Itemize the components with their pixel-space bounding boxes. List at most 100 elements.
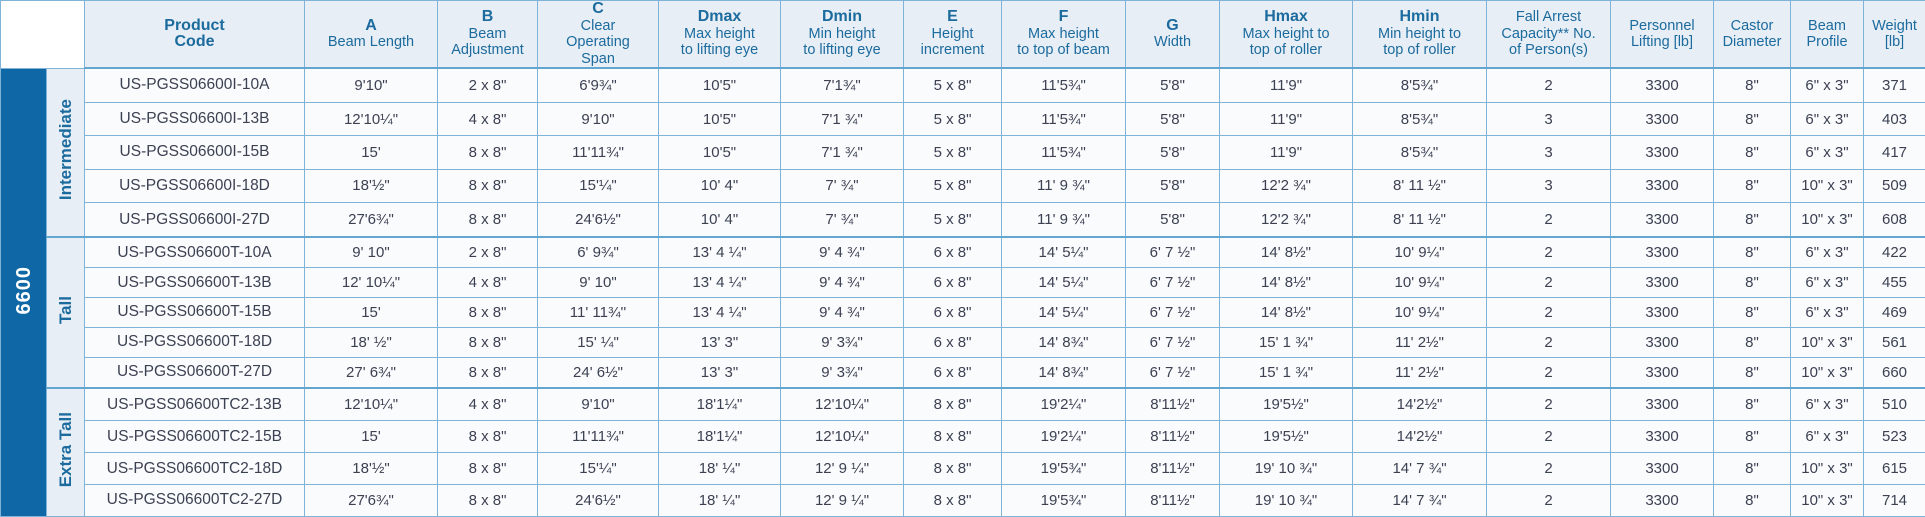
column-description: Beam Profile <box>1806 17 1848 51</box>
cell-value: 2 x 8" <box>437 67 538 103</box>
cell-product-code: US-PGSS06600I-15B <box>84 135 305 170</box>
cell-value: 2 <box>1486 236 1611 269</box>
cell-product-code: US-PGSS06600T-10A <box>84 236 305 269</box>
cell-value: 9' 4 ¾" <box>780 267 904 299</box>
column-symbol: C <box>592 0 604 17</box>
cell-value: 8'5¾" <box>1352 101 1487 137</box>
cell-value: 13' 3" <box>658 326 781 358</box>
cell-value: 15' <box>304 420 438 454</box>
table-row: US-PGSS06600I-15B 15' 8 x 8" 11'11¾" 10'5" 7'… <box>1 135 1925 170</box>
cell-value: 14' 8½" <box>1219 236 1353 269</box>
column-description: Personnel Lifting [lb] <box>1629 17 1695 51</box>
cell-value: 7'1 ¾" <box>780 101 904 137</box>
cell-value: 6 x 8" <box>903 267 1002 299</box>
cell-value: 5 x 8" <box>903 168 1002 204</box>
cell-value: 18'½" <box>304 452 438 485</box>
cell-value: 5 x 8" <box>903 67 1002 103</box>
cell-value: 10" x 3" <box>1790 168 1864 204</box>
cell-value: 3300 <box>1610 202 1714 238</box>
column-symbol: Hmin <box>1399 8 1440 26</box>
cell-value: 8" <box>1713 135 1791 170</box>
cell-value: 12'2 ¾" <box>1219 202 1353 238</box>
cell-value: 14'2½" <box>1352 420 1487 454</box>
cell-value: 13' 4 ¼" <box>658 297 781 328</box>
column-symbol: Dmin <box>822 8 862 26</box>
cell-value: 510 <box>1863 386 1925 422</box>
column-header: Castor Diameter <box>1713 0 1791 69</box>
cell-value: 9'10" <box>304 67 438 103</box>
cell-value: 2 <box>1486 326 1611 358</box>
cell-value: 8 x 8" <box>437 452 538 485</box>
cell-value: 9' 10" <box>304 236 438 269</box>
cell-value: 10'5" <box>658 135 781 170</box>
cell-value: 3300 <box>1610 67 1714 103</box>
cell-value: 6' 7 ½" <box>1125 267 1220 299</box>
column-description: Beam Adjustment <box>451 25 524 59</box>
column-header: Dmax Max height to lifting eye <box>658 0 781 69</box>
cell-value: 12' 10¼" <box>304 267 438 299</box>
cell-value: 18' ½" <box>304 326 438 358</box>
cell-value: 18'1¼" <box>658 420 781 454</box>
cell-value: 6" x 3" <box>1790 67 1864 103</box>
group-label: Intermediate <box>56 99 75 201</box>
cell-value: 12'2 ¾" <box>1219 168 1353 204</box>
column-header: G Width <box>1125 0 1220 69</box>
column-header: Weight [lb] <box>1863 0 1925 69</box>
cell-value: 10' 9¼" <box>1352 267 1487 299</box>
cell-value: 14' 8¾" <box>1001 356 1126 389</box>
cell-value: 3300 <box>1610 483 1714 517</box>
cell-value: 18'½" <box>304 168 438 204</box>
cell-value: 8 x 8" <box>437 326 538 358</box>
group-band: Intermediate <box>46 67 85 238</box>
cell-value: 24'6½" <box>537 202 659 238</box>
cell-value: 2 <box>1486 356 1611 389</box>
table-row: US-PGSS06600T-15B 15' 8 x 8" 11' 11¾'' 13' 4… <box>1 297 1925 328</box>
cell-value: 9' 10" <box>537 267 659 299</box>
cell-product-code: US-PGSS06600T-27D <box>84 356 305 389</box>
cell-value: 8" <box>1713 356 1791 389</box>
cell-value: 7' ¾" <box>780 168 904 204</box>
series-band: 6600 <box>0 67 47 517</box>
cell-value: 8'5¾" <box>1352 67 1487 103</box>
cell-value: 10' 9¼" <box>1352 297 1487 328</box>
cell-value: 19'5¾" <box>1001 452 1126 485</box>
cell-value: 19'5½" <box>1219 386 1353 422</box>
cell-value: 3300 <box>1610 297 1714 328</box>
cell-value: 8 x 8" <box>903 386 1002 422</box>
cell-value: 7'1¾" <box>780 67 904 103</box>
table-body: 6600 Intermediate US-PGSS06600I-10A 9'10" 2 … <box>0 67 1925 517</box>
cell-value: 11' 11¾'' <box>537 297 659 328</box>
cell-value: 8'11½" <box>1125 420 1220 454</box>
group-label: Extra Tall <box>56 412 75 488</box>
cell-value: 9' 4 ¾" <box>780 297 904 328</box>
cell-value: 11'9" <box>1219 135 1353 170</box>
cell-value: 15' 1 ¾" <box>1219 326 1353 358</box>
cell-value: 3 <box>1486 101 1611 137</box>
table-row: US-PGSS06600TC2-18D 18'½" 8 x 8" 15'¼" 18' ¼… <box>1 452 1925 485</box>
cell-value: 9'10" <box>537 101 659 137</box>
cell-value: 11' 9 ¾" <box>1001 202 1126 238</box>
cell-value: 6" x 3" <box>1790 135 1864 170</box>
cell-value: 9' 3¾" <box>780 356 904 389</box>
cell-value: 11'11¾" <box>537 135 659 170</box>
table-row: US-PGSS06600T-13B 12' 10¼" 4 x 8" 9' 10" 13'… <box>1 267 1925 299</box>
cell-value: 3300 <box>1610 420 1714 454</box>
cell-value: 660 <box>1863 356 1925 389</box>
table-row: Tall US-PGSS06600T-10A 9' 10" 2 x 8" 6' 9¾" 1… <box>1 236 1925 389</box>
cell-value: 8 x 8" <box>437 420 538 454</box>
column-symbol: Dmax <box>697 8 742 26</box>
cell-value: 2 <box>1486 267 1611 299</box>
cell-value: 3300 <box>1610 452 1714 485</box>
cell-value: 10' 4" <box>658 202 781 238</box>
cell-value: 18' ¼" <box>658 483 781 517</box>
cell-value: 8" <box>1713 386 1791 422</box>
column-description: Weight [lb] <box>1872 17 1917 51</box>
cell-value: 5'8" <box>1125 67 1220 103</box>
cell-value: 6 x 8" <box>903 297 1002 328</box>
cell-value: 13' 3" <box>658 356 781 389</box>
cell-value: 3300 <box>1610 236 1714 269</box>
cell-value: 5'8" <box>1125 202 1220 238</box>
cell-value: 455 <box>1863 267 1925 299</box>
